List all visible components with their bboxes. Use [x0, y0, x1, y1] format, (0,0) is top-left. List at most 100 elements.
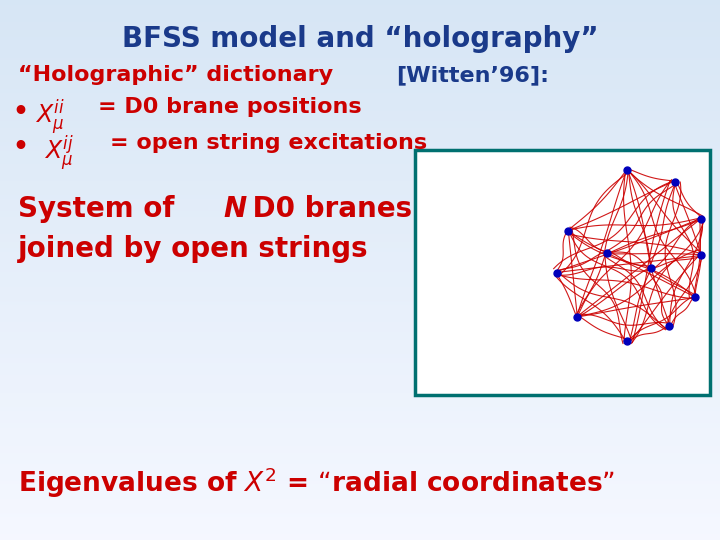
Bar [0, 504, 720, 505]
Bar [0, 488, 720, 489]
Bar [0, 480, 720, 481]
Bar [0, 3, 720, 4]
Bar [0, 144, 720, 145]
Bar [0, 169, 720, 170]
Bar [0, 456, 720, 457]
Bar [0, 195, 720, 196]
Bar [0, 150, 720, 151]
Bar [0, 517, 720, 518]
Bar [0, 534, 720, 535]
Bar [0, 81, 720, 82]
Bar [0, 424, 720, 425]
Bar [0, 414, 720, 415]
Bar [0, 60, 720, 61]
Bar [0, 511, 720, 512]
Bar [0, 62, 720, 63]
Bar [0, 132, 720, 133]
Bar [0, 27, 720, 28]
Bar [0, 383, 720, 384]
Bar [0, 226, 720, 227]
Bar [0, 214, 720, 215]
Bar [0, 334, 720, 335]
Bar [0, 264, 720, 265]
Bar [0, 315, 720, 316]
Bar [0, 112, 720, 113]
Text: [Witten’96]:: [Witten’96]: [396, 65, 549, 85]
Bar [0, 298, 720, 299]
Bar [0, 508, 720, 509]
Bar [0, 113, 720, 114]
Bar [0, 507, 720, 508]
Bar [0, 69, 720, 70]
Bar [0, 434, 720, 435]
Bar [0, 8, 720, 9]
Bar [0, 73, 720, 74]
Bar [0, 539, 720, 540]
Bar [0, 120, 720, 121]
Text: D0 branes: D0 branes [243, 195, 412, 223]
Bar [0, 167, 720, 168]
Bar [0, 406, 720, 407]
Bar [0, 147, 720, 148]
Bar [0, 46, 720, 47]
Bar [0, 149, 720, 150]
Bar [0, 476, 720, 477]
Bar [0, 129, 720, 130]
Bar [0, 479, 720, 480]
Bar [0, 365, 720, 366]
Bar [0, 136, 720, 137]
Bar [0, 342, 720, 343]
Bar [0, 266, 720, 267]
Bar [0, 382, 720, 383]
Bar [0, 137, 720, 138]
Bar [0, 367, 720, 368]
Bar [0, 207, 720, 208]
Bar [0, 355, 720, 356]
Bar [0, 462, 720, 463]
Bar [0, 191, 720, 192]
Text: Eigenvalues of $X^2$ = “radial coordinates”: Eigenvalues of $X^2$ = “radial coordinat… [18, 465, 615, 500]
Bar [0, 148, 720, 149]
Bar [0, 379, 720, 380]
Bar [0, 509, 720, 510]
Bar [0, 208, 720, 209]
Bar [0, 332, 720, 333]
Bar [0, 362, 720, 363]
Bar [0, 337, 720, 338]
Bar [0, 531, 720, 532]
Bar [0, 376, 720, 377]
Bar [0, 455, 720, 456]
Bar [0, 274, 720, 275]
Bar [0, 92, 720, 93]
Bar [0, 280, 720, 281]
Bar [0, 510, 720, 511]
Bar [0, 293, 720, 294]
Bar [0, 285, 720, 286]
Bar [0, 230, 720, 231]
Bar [0, 20, 720, 21]
Bar [0, 373, 720, 374]
Bar [0, 273, 720, 274]
Bar [0, 228, 720, 229]
Bar [0, 236, 720, 237]
Bar [0, 316, 720, 317]
Bar [0, 390, 720, 391]
Bar [0, 241, 720, 242]
Text: System of: System of [18, 195, 184, 223]
Bar [0, 495, 720, 496]
Bar [0, 80, 720, 81]
Bar [0, 188, 720, 189]
Bar [0, 154, 720, 155]
Bar [0, 437, 720, 438]
Bar [0, 503, 720, 504]
Bar [0, 302, 720, 303]
Bar [0, 26, 720, 27]
Bar [0, 516, 720, 517]
Bar [0, 269, 720, 270]
Bar [0, 313, 720, 314]
Bar [0, 416, 720, 417]
Bar [0, 41, 720, 42]
Bar [0, 411, 720, 412]
Bar [0, 140, 720, 141]
Bar [0, 30, 720, 31]
